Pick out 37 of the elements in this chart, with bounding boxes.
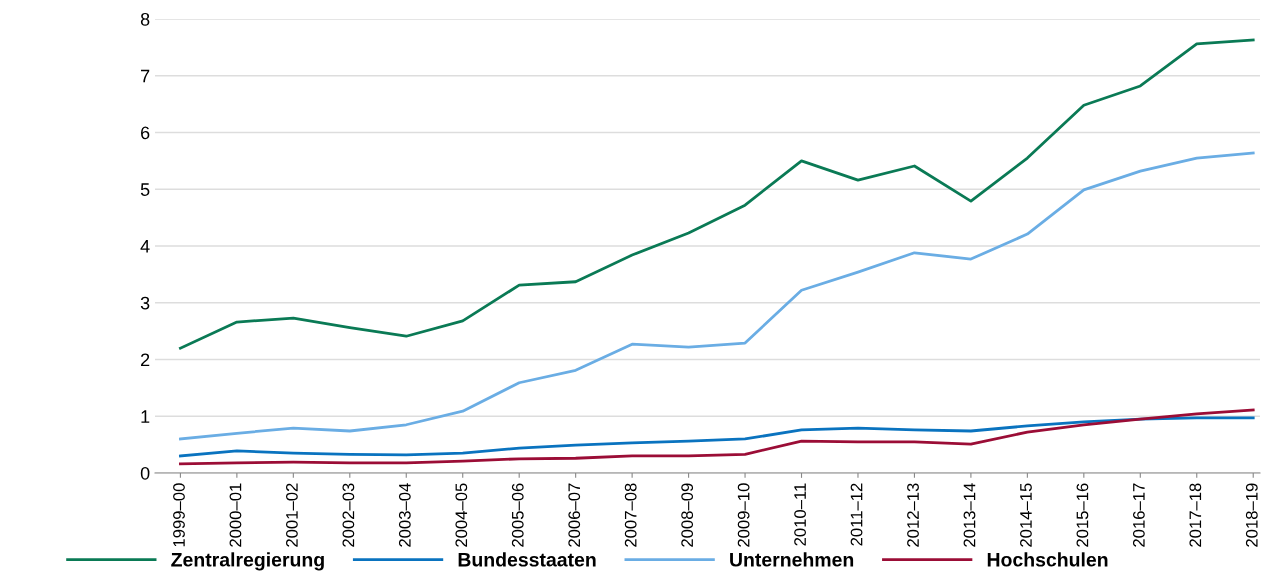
x-tick-label: 2002–03	[342, 483, 355, 547]
line-series	[179, 151, 1255, 441]
x-tick-label: 2007–08	[624, 483, 637, 547]
line-series	[179, 408, 1255, 466]
x-tick-label: 2008–09	[681, 483, 694, 547]
y-tick-label: 5	[140, 183, 150, 196]
y-tick-label: 0	[140, 466, 150, 480]
x-tick-label: 2018–19	[1245, 483, 1258, 547]
x-tick-label: 2010–11	[794, 483, 806, 546]
x-tick-label: 2005–06	[511, 483, 524, 547]
legend-label: Unternehmen	[730, 552, 854, 567]
x-tick-label: 2004–05	[455, 483, 468, 547]
x-tick-label: 1999–00	[173, 483, 185, 547]
x-tick-label: 2016–17	[1132, 483, 1145, 547]
x-tick-label: 2011–12	[850, 483, 863, 546]
x-tick-label: 2009–10	[737, 483, 750, 547]
y-tick-label: 1	[141, 410, 150, 423]
x-tick-label: 2013–14	[963, 483, 976, 547]
line-series	[179, 38, 1255, 350]
y-tick-label: 4	[140, 240, 150, 253]
x-tick-label: 2012–13	[907, 483, 919, 547]
legend-label: Hochschulen	[987, 552, 1108, 567]
x-tick-label: 2003–04	[398, 483, 411, 547]
line-series	[179, 416, 1255, 458]
y-tick-label: 6	[141, 126, 150, 140]
x-tick-label: 2015–16	[1076, 483, 1089, 547]
y-tick-label: 7	[141, 69, 150, 83]
x-tick-label: 2000–01	[229, 483, 242, 547]
y-tick-label: 8	[140, 12, 150, 26]
x-tick-label: 2001–02	[286, 483, 298, 547]
x-tick-label: 2014–15	[1020, 483, 1032, 547]
y-tick-label: 2	[141, 353, 150, 367]
y-tick-label: 3	[140, 296, 150, 310]
x-tick-label: 2017–18	[1189, 483, 1202, 547]
legend-label: Bundesstaaten	[458, 552, 596, 567]
x-tick-label: 2006–07	[568, 483, 581, 547]
legend-label: Zentralregierung	[171, 552, 324, 571]
